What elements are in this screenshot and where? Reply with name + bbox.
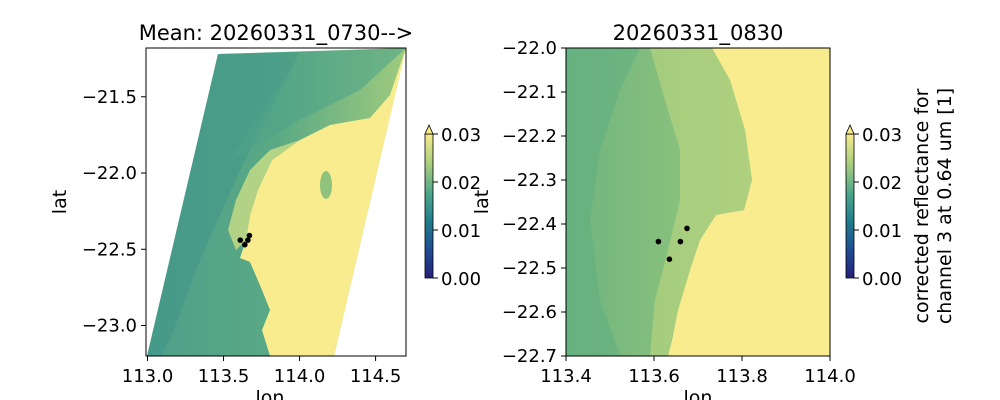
left-island (320, 171, 332, 199)
data-point-marker (684, 225, 690, 232)
y-tick-label: −23.0 (82, 316, 137, 337)
left-markers (237, 232, 253, 248)
left-y-axis-label: lat (49, 190, 71, 214)
y-tick-label: −22.0 (82, 163, 137, 184)
y-tick-label: −22.3 (502, 170, 557, 191)
left-heatmap (147, 48, 406, 356)
data-point-marker (246, 232, 253, 239)
y-tick-label: −22.1 (502, 82, 557, 103)
right-land (668, 48, 830, 356)
colorbar-tick-label: 0.01 (862, 221, 902, 242)
colorbar-tick-label: 0.03 (441, 125, 481, 146)
right-x-axis-label: lon (684, 387, 713, 400)
left-coastal-haze (228, 140, 300, 250)
right-colorbar: 0.00 0.01 0.02 0.03 (845, 124, 902, 290)
left-x-axis-label: lon (256, 387, 285, 400)
y-tick-label: −22.6 (502, 302, 557, 323)
left-y-ticks: −21.5 −22.0 −22.5 −23.0 (82, 87, 146, 337)
colorbar-tick-label: 0.02 (441, 173, 481, 194)
colorbar-tick-label: 0.00 (862, 269, 902, 290)
right-heatmap (566, 48, 830, 356)
left-chart: Mean: 20260331_0730--> 113.0 113.5 114.0 11… (49, 21, 481, 400)
data-point-marker (242, 241, 248, 248)
left-sea-streak-2 (230, 48, 406, 160)
left-chart-title: Mean: 20260331_0730--> (139, 21, 414, 46)
y-tick-label: −21.5 (82, 87, 137, 108)
right-markers (655, 225, 690, 263)
right-chart-title: 20260331_0830 (613, 21, 784, 46)
colorbar-tick-label: 0.03 (862, 125, 902, 146)
data-point-marker (677, 238, 684, 245)
colorbar-tick-label: 0.02 (862, 173, 902, 194)
x-tick-label: 114.0 (274, 366, 326, 387)
colorbar-tick-label: 0.01 (441, 221, 481, 242)
x-tick-label: 113.5 (198, 366, 250, 387)
colorbar-label-line2: channel 3 at 0.64 um [1] (934, 88, 956, 324)
x-tick-label: 113.0 (122, 366, 174, 387)
data-point-marker (245, 237, 251, 243)
y-tick-label: −22.5 (82, 239, 137, 260)
y-tick-label: −22.2 (502, 126, 557, 147)
data-point-marker (237, 237, 244, 243)
x-tick-label: 113.6 (628, 366, 680, 387)
y-tick-label: −22.5 (502, 258, 557, 279)
right-coastal-haze (650, 48, 752, 356)
left-axes-frame (145, 47, 407, 357)
right-sea-dark (566, 48, 640, 356)
left-x-ticks: 113.0 113.5 114.0 114.5 (122, 356, 402, 387)
x-tick-label: 113.4 (540, 366, 592, 387)
colorbar-tick-label: 0.00 (441, 269, 481, 290)
left-colorbar: 0.00 0.01 0.02 0.03 (424, 124, 481, 290)
x-tick-label: 113.8 (716, 366, 768, 387)
y-tick-label: −22.4 (502, 214, 557, 235)
y-tick-label: −22.7 (502, 346, 557, 367)
right-chart: 20260331_0830 113.4 113.6 113.8 114.0 −22.0… (471, 21, 956, 400)
x-tick-label: 114.0 (804, 366, 856, 387)
y-tick-label: −22.0 (502, 38, 557, 59)
data-point-marker (666, 256, 673, 263)
left-sea-streak (147, 52, 300, 356)
right-x-ticks: 113.4 113.6 113.8 114.0 (540, 356, 856, 387)
data-point-marker (655, 238, 662, 245)
right-axes-frame (565, 47, 831, 357)
x-tick-label: 114.5 (350, 366, 402, 387)
right-y-axis-label: lat (471, 190, 493, 214)
colorbar-label-line1: corrected reflectance for (911, 88, 933, 323)
right-y-ticks: −22.0 −22.1 −22.2 −22.3 −22.4 −22.5 −22.6 −22.7 (502, 38, 566, 367)
